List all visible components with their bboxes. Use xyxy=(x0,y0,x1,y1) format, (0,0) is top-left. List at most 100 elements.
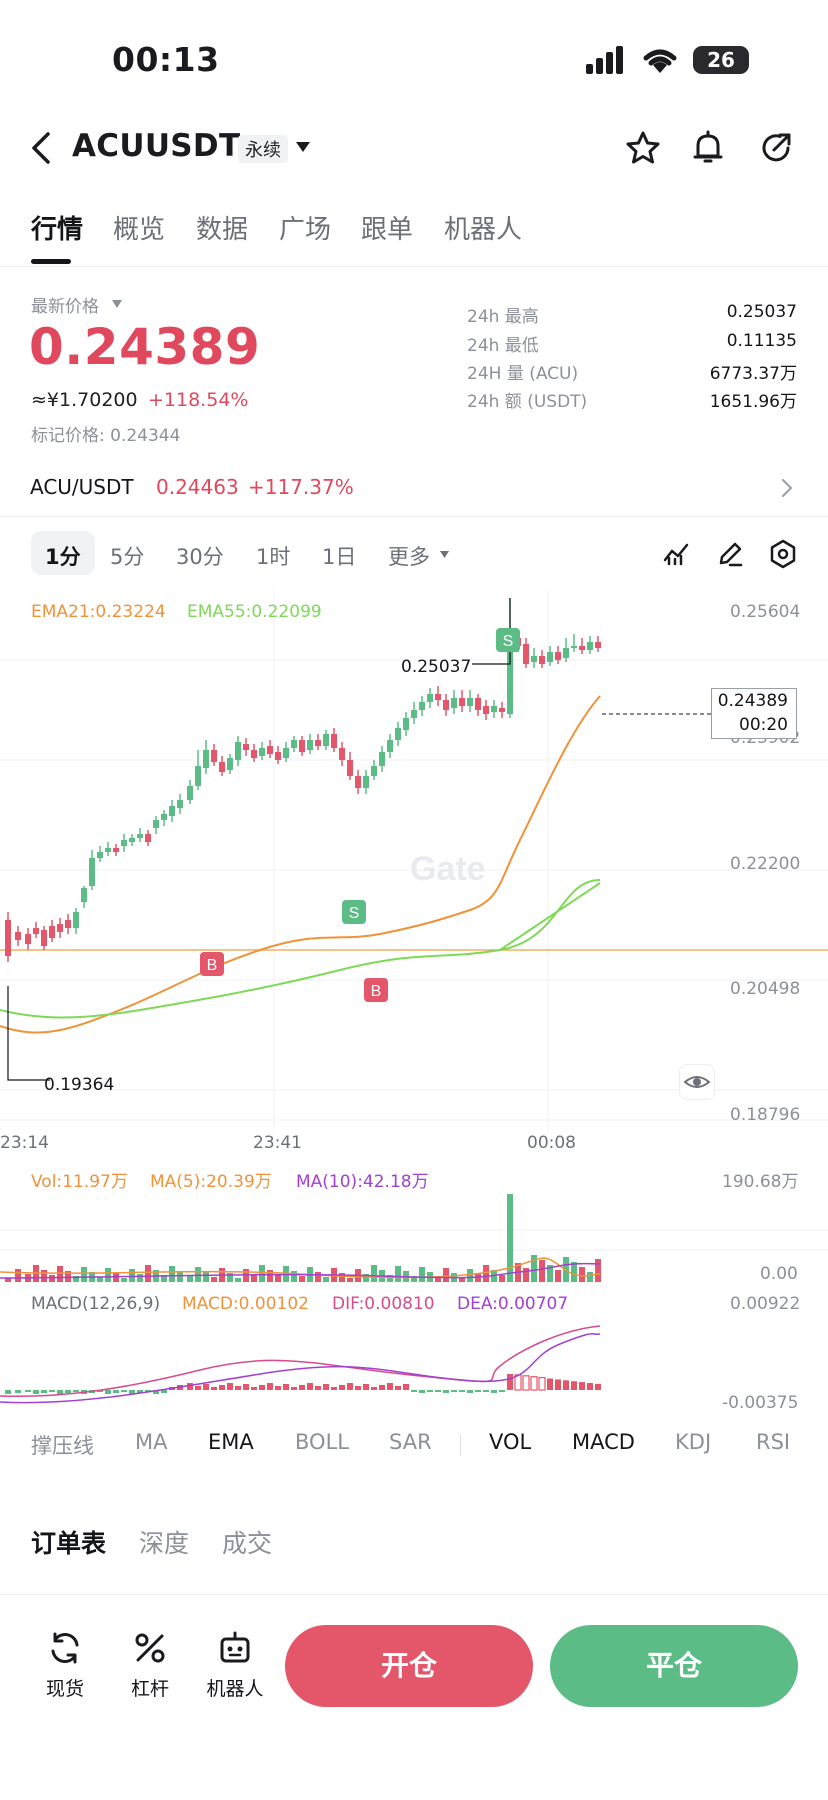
candle-body xyxy=(491,706,497,712)
macd-bar xyxy=(219,1385,225,1390)
bell-icon[interactable] xyxy=(690,130,726,166)
leverage-label: 杠杆 xyxy=(130,1678,169,1700)
tab-order-book[interactable]: 订单表 xyxy=(31,1529,107,1558)
chart-settings-icon[interactable] xyxy=(768,539,798,569)
indicator-ema[interactable]: EMA xyxy=(208,1430,254,1454)
pair-title[interactable]: ACUUSDT xyxy=(72,128,241,164)
macd-bar xyxy=(153,1390,159,1394)
interval-5m[interactable]: 5分 xyxy=(110,545,145,569)
indicator-boll[interactable]: BOLL xyxy=(295,1430,349,1454)
tab-trades[interactable]: 成交 xyxy=(222,1529,273,1558)
candle-body xyxy=(315,740,321,746)
tab-data[interactable]: 数据 xyxy=(196,215,249,245)
latest-price-label[interactable]: 最新价格 xyxy=(31,297,99,317)
tab-depth[interactable]: 深度 xyxy=(139,1529,190,1558)
tab-bots[interactable]: 机器人 xyxy=(444,215,523,245)
indicator-ma[interactable]: MA xyxy=(135,1430,168,1454)
candle-body xyxy=(137,834,143,838)
interval-more[interactable]: 更多 xyxy=(388,545,430,569)
macd-axis-top: 0.00922 xyxy=(730,1294,801,1314)
macd-bar xyxy=(563,1380,569,1390)
star-icon[interactable] xyxy=(625,130,661,166)
macd-bar xyxy=(259,1385,265,1390)
candle-body xyxy=(379,752,385,766)
stat-value-low: 0.11135 xyxy=(726,331,797,351)
candle-body xyxy=(235,742,241,760)
visibility-toggle[interactable] xyxy=(679,1064,715,1100)
macd-bar xyxy=(411,1390,417,1392)
macd-bar xyxy=(203,1384,209,1390)
more-dropdown-icon[interactable] xyxy=(439,550,450,559)
contract-type-tag[interactable]: 永续 xyxy=(238,135,288,163)
ema21-line xyxy=(0,695,601,1034)
macd-bar xyxy=(395,1386,401,1390)
stat-label-volume: 24H 量 (ACU) xyxy=(467,364,579,384)
back-arrow-icon[interactable] xyxy=(28,130,54,166)
candle-body xyxy=(33,928,39,934)
interval-30m[interactable]: 30分 xyxy=(176,545,224,569)
low-price-marker: 0.19364 xyxy=(44,1075,115,1095)
volume-ma10-label: MA(10):42.18万 xyxy=(296,1172,429,1192)
interval-1m[interactable]: 1分 xyxy=(45,545,81,569)
candle-body xyxy=(403,718,409,730)
macd-bar xyxy=(65,1390,71,1393)
pair-dropdown-icon[interactable] xyxy=(295,140,311,154)
macd-bar xyxy=(113,1390,119,1393)
robot-button[interactable]: 机器人 xyxy=(195,1628,275,1708)
macd-bar xyxy=(5,1390,11,1394)
active-tab-underline xyxy=(31,259,71,264)
indicator-vol[interactable]: VOL xyxy=(489,1430,532,1454)
candle-body xyxy=(25,934,31,944)
low-leader-line xyxy=(7,986,50,1081)
macd-bar xyxy=(538,1376,546,1391)
share-icon[interactable] xyxy=(758,130,794,166)
candle-body xyxy=(331,734,337,748)
volume-bar xyxy=(523,1268,529,1282)
change-percent: +118.54% xyxy=(148,389,249,411)
macd-bar xyxy=(507,1374,513,1390)
indicator-kdj[interactable]: KDJ xyxy=(675,1430,712,1454)
price-axis-1: 0.25604 xyxy=(730,602,801,622)
tab-overview[interactable]: 概览 xyxy=(113,215,166,245)
candle-body xyxy=(291,740,297,748)
tab-copy-trading[interactable]: 跟单 xyxy=(361,215,414,245)
candle-body xyxy=(547,652,553,662)
macd-bar xyxy=(459,1390,465,1392)
candle-body xyxy=(267,746,273,754)
candle-body xyxy=(411,710,417,718)
close-position-button[interactable]: 平仓 xyxy=(550,1625,798,1707)
divider xyxy=(0,1594,828,1595)
macd-bar xyxy=(137,1390,143,1393)
volume-bar xyxy=(387,1275,393,1282)
spot-pair[interactable]: ACU/USDT xyxy=(30,475,134,499)
indicator-support-resistance[interactable]: 撑压线 xyxy=(31,1434,94,1458)
indicator-macd[interactable]: MACD xyxy=(572,1430,635,1454)
volume-bar xyxy=(595,1259,601,1282)
time-axis-1: 23:14 xyxy=(0,1133,49,1153)
tab-market[interactable]: 行情 xyxy=(31,215,84,245)
volume-bar xyxy=(315,1272,321,1282)
volume-bar xyxy=(571,1262,577,1282)
stat-label-turnover: 24h 额 (USDT) xyxy=(467,392,588,412)
interval-1h[interactable]: 1时 xyxy=(256,545,291,569)
macd-bar xyxy=(243,1384,249,1390)
indicator-rsi[interactable]: RSI xyxy=(756,1430,791,1454)
volume-bar xyxy=(97,1277,103,1282)
interval-1d[interactable]: 1日 xyxy=(322,545,357,569)
volume-bar xyxy=(299,1276,305,1282)
indicator-sar[interactable]: SAR xyxy=(389,1430,432,1454)
latest-price-dropdown-icon[interactable] xyxy=(111,299,123,309)
draw-pencil-icon[interactable] xyxy=(716,540,744,568)
open-position-button[interactable]: 开仓 xyxy=(285,1625,533,1707)
indicator-settings-icon[interactable] xyxy=(662,540,690,568)
macd-bar xyxy=(25,1390,31,1392)
macd-bar xyxy=(427,1390,433,1392)
spot-button[interactable]: 现货 xyxy=(25,1628,105,1708)
macd-bar xyxy=(129,1390,135,1394)
candlestick-chart[interactable]: Gate S S B B xyxy=(0,590,828,1410)
tab-square[interactable]: 广场 xyxy=(279,215,332,245)
chevron-right-icon[interactable] xyxy=(780,477,794,499)
leverage-button[interactable]: 杠杆 xyxy=(110,1628,190,1708)
macd-bar xyxy=(379,1385,385,1390)
candle-body xyxy=(531,656,537,662)
